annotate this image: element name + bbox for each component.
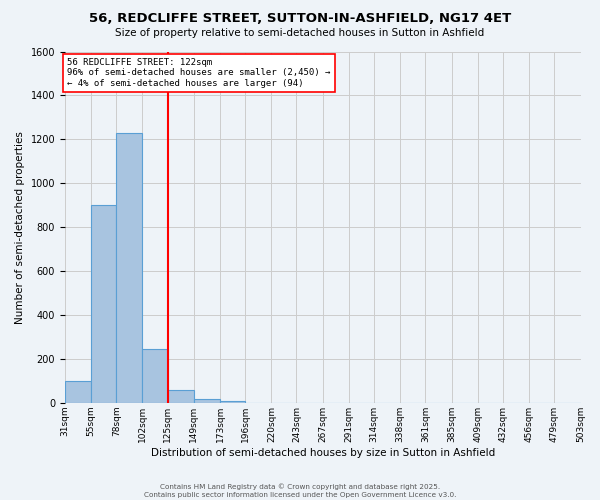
Text: 56, REDCLIFFE STREET, SUTTON-IN-ASHFIELD, NG17 4ET: 56, REDCLIFFE STREET, SUTTON-IN-ASHFIELD… [89, 12, 511, 26]
Bar [91, 205, 116, 403]
Text: Contains HM Land Registry data © Crown copyright and database right 2025.
Contai: Contains HM Land Registry data © Crown c… [144, 484, 456, 498]
Bar [142, 349, 167, 403]
Text: Size of property relative to semi-detached houses in Sutton in Ashfield: Size of property relative to semi-detach… [115, 28, 485, 38]
Bar [167, 390, 194, 403]
X-axis label: Distribution of semi-detached houses by size in Sutton in Ashfield: Distribution of semi-detached houses by … [151, 448, 495, 458]
Bar [220, 400, 245, 403]
Bar [194, 400, 220, 403]
Bar [65, 381, 91, 403]
Bar [116, 132, 142, 403]
Y-axis label: Number of semi-detached properties: Number of semi-detached properties [15, 130, 25, 324]
Text: 56 REDCLIFFE STREET: 122sqm
96% of semi-detached houses are smaller (2,450) →
← : 56 REDCLIFFE STREET: 122sqm 96% of semi-… [67, 58, 331, 88]
